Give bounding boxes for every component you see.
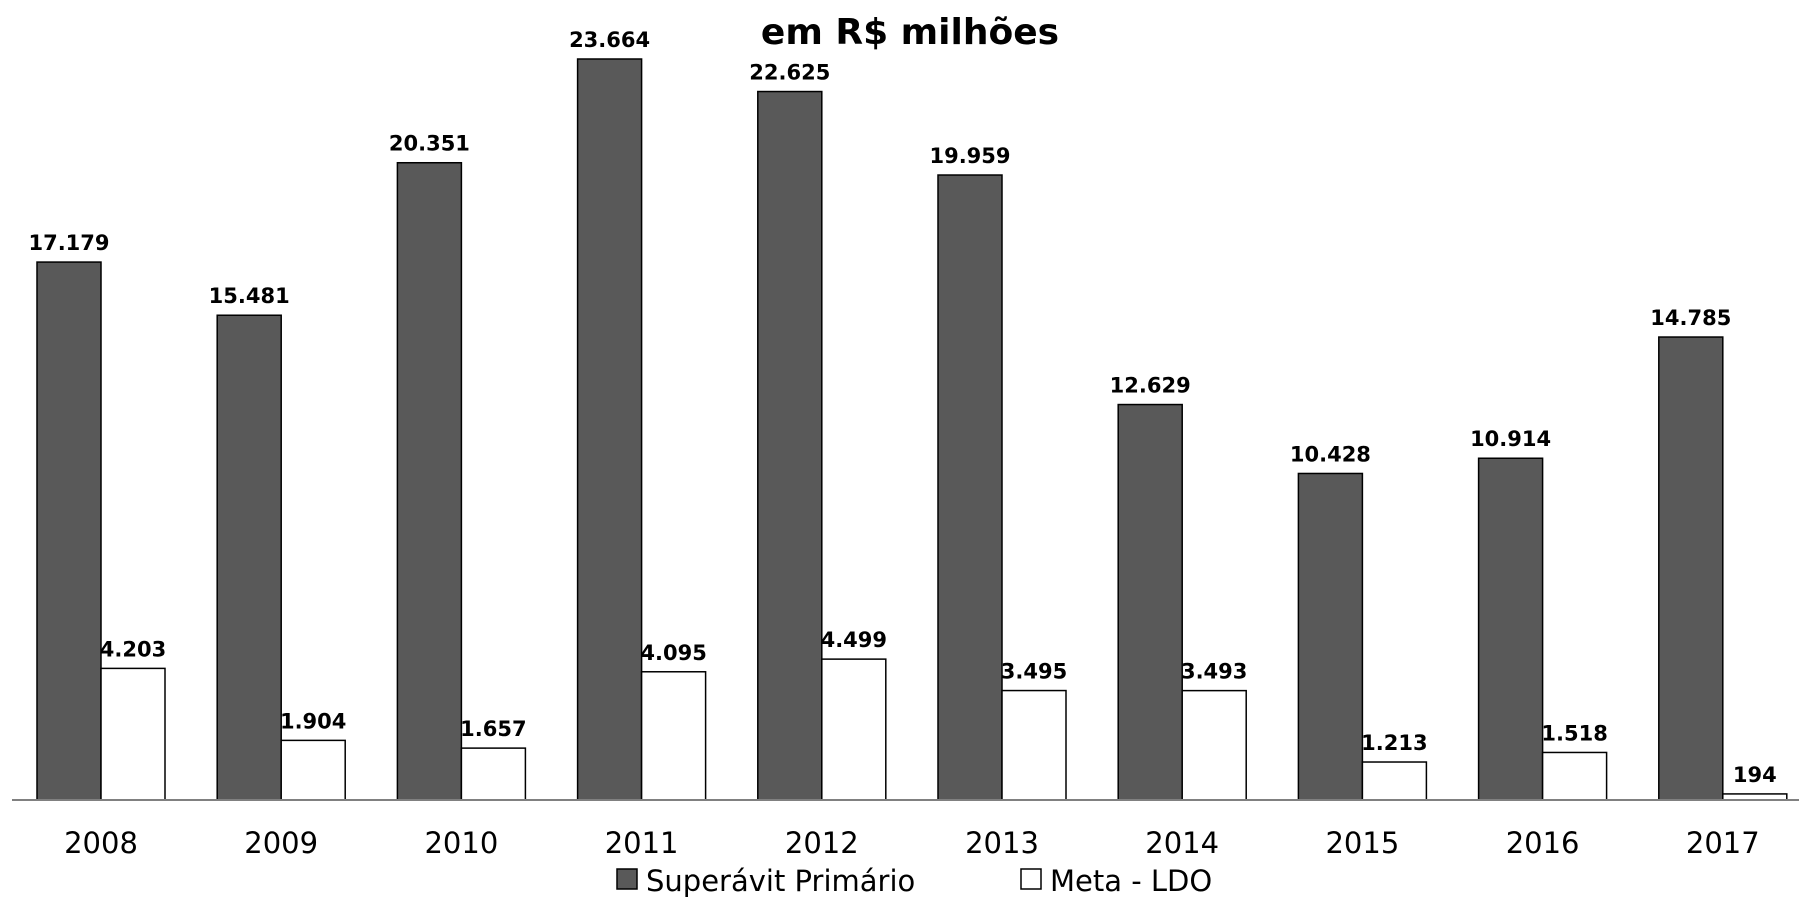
value-label-superavit-2017: 14.785 (1650, 306, 1731, 330)
x-tick-label-2008: 2008 (64, 826, 138, 860)
bar-meta-2010 (460, 747, 527, 801)
value-label-meta-2008: 4.203 (100, 637, 166, 661)
bar-superavit-2010 (396, 161, 463, 801)
value-label-superavit-2012: 22.625 (749, 61, 830, 85)
x-tick-label-2016: 2016 (1506, 826, 1580, 860)
bars-group (36, 58, 1788, 801)
value-label-meta-2015: 1.213 (1361, 731, 1427, 755)
x-tick-label-2015: 2015 (1325, 826, 1399, 860)
x-tick-label-2012: 2012 (785, 826, 859, 860)
bar-superavit-2008 (36, 261, 102, 801)
bar-superavit-2015 (1297, 472, 1364, 801)
bar-meta-2013 (1001, 689, 1067, 801)
legend-swatch-superavit (616, 868, 638, 890)
x-tick-labels-group: 2008 2009 2010 2011 2012 2013 2014 2015 2016 2017 (64, 826, 1760, 860)
value-label-meta-2012: 4.499 (821, 628, 887, 652)
legend: Superávit Primário Meta - LDO (616, 864, 1212, 897)
bar-superavit-2011 (576, 58, 643, 801)
value-label-meta-2016: 1.518 (1541, 721, 1607, 745)
bar-meta-2014 (1181, 689, 1247, 801)
bar-meta-2008 (100, 667, 166, 801)
bar-superavit-2017 (1658, 336, 1724, 801)
x-tick-label-2013: 2013 (965, 826, 1039, 860)
value-labels-group: 17.179 4.203 15.481 1.904 20.351 1.657 23.664 4… (28, 28, 1776, 787)
value-label-meta-2011: 4.095 (640, 641, 706, 665)
value-label-superavit-2009: 15.481 (209, 284, 290, 308)
value-label-superavit-2010: 20.351 (389, 132, 470, 156)
bar-meta-2009 (280, 739, 346, 801)
value-label-superavit-2014: 12.629 (1110, 374, 1191, 398)
x-tick-label-2014: 2014 (1145, 826, 1219, 860)
bar-superavit-2014 (1117, 403, 1183, 801)
value-label-meta-2010: 1.657 (460, 717, 526, 741)
value-label-superavit-2011: 23.664 (569, 28, 650, 52)
value-label-meta-2013: 3.495 (1001, 660, 1067, 684)
value-label-superavit-2016: 10.914 (1470, 427, 1551, 451)
legend-label-superavit: Superávit Primário (646, 864, 915, 897)
x-tick-label-2017: 2017 (1686, 826, 1760, 860)
chart-title: em R$ milhões (761, 12, 1059, 53)
bar-meta-2011 (640, 671, 707, 801)
legend-label-meta: Meta - LDO (1050, 864, 1212, 897)
value-label-meta-2017: 194 (1733, 763, 1777, 787)
value-label-superavit-2015: 10.428 (1290, 442, 1371, 466)
value-label-meta-2014: 3.493 (1181, 660, 1247, 684)
legend-swatch-meta (1020, 868, 1042, 890)
bar-superavit-2012 (757, 90, 823, 801)
x-tick-label-2009: 2009 (244, 826, 318, 860)
value-label-superavit-2013: 19.959 (929, 144, 1010, 168)
bar-superavit-2013 (937, 174, 1003, 801)
bar-superavit-2009 (216, 314, 282, 801)
bar-meta-2012 (821, 658, 887, 801)
bar-meta-2016 (1541, 751, 1608, 801)
bar-meta-2015 (1361, 761, 1428, 801)
bar-superavit-2016 (1477, 457, 1544, 801)
x-tick-label-2011: 2011 (605, 826, 679, 860)
value-label-superavit-2008: 17.179 (28, 231, 109, 255)
x-tick-label-2010: 2010 (424, 826, 498, 860)
value-label-meta-2009: 1.904 (280, 709, 346, 733)
